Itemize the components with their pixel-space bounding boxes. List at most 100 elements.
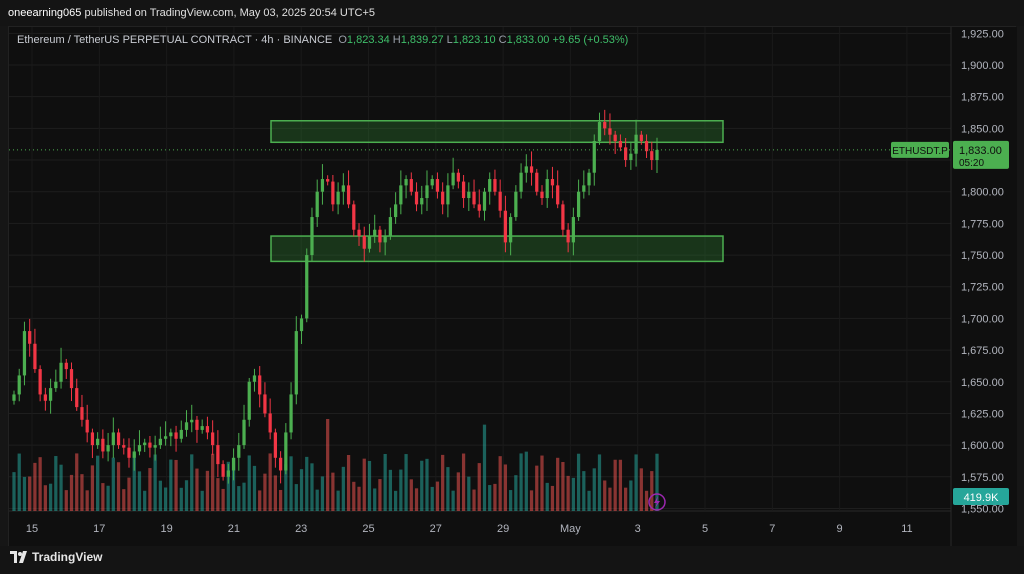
volume-bar xyxy=(393,490,398,511)
volume-bar xyxy=(467,476,471,511)
volume-bar xyxy=(289,456,293,511)
volume-bar xyxy=(315,489,319,511)
volume-bar xyxy=(59,464,63,511)
volume-bar xyxy=(64,490,68,511)
candle-body xyxy=(127,447,131,458)
publish-text: published on TradingView.com, May 03, 20… xyxy=(81,7,376,19)
tradingview-logo[interactable]: TradingView xyxy=(10,550,102,564)
candle-body xyxy=(388,217,393,237)
candle-body xyxy=(273,432,278,458)
x-tick-label: 29 xyxy=(497,523,509,535)
volume-bar xyxy=(540,455,544,511)
x-tick-label: 17 xyxy=(93,523,105,535)
volume-bar xyxy=(331,472,335,511)
candle-body xyxy=(310,217,314,256)
candle-body xyxy=(12,394,16,401)
candle-body xyxy=(205,426,210,433)
candle-body xyxy=(75,388,79,408)
volume-bar xyxy=(441,454,445,511)
x-tick-label: 15 xyxy=(26,523,38,535)
volume-bar xyxy=(226,461,230,511)
volume-bar xyxy=(38,457,42,511)
x-tick-label: 21 xyxy=(228,523,240,535)
candle-body xyxy=(545,179,549,199)
low-value: 1,823.10 xyxy=(452,34,496,46)
x-tick-label: 7 xyxy=(769,523,775,535)
publisher-username[interactable]: oneearning065 xyxy=(8,7,82,19)
candle-body xyxy=(556,185,560,205)
x-tick-label: 23 xyxy=(295,523,307,535)
candle-body xyxy=(393,204,398,218)
volume-bar xyxy=(278,489,283,511)
candle-body xyxy=(336,191,340,205)
lightning-icon[interactable] xyxy=(648,493,666,511)
candle-body xyxy=(451,172,455,186)
volume-bar xyxy=(211,453,215,511)
candle-body xyxy=(477,204,481,211)
volume-bar xyxy=(503,464,508,511)
high-value: 1,839.27 xyxy=(400,34,444,46)
candle-body xyxy=(80,407,84,420)
volume-bar xyxy=(116,462,121,511)
volume-bar xyxy=(498,456,502,511)
candle-body xyxy=(420,198,424,205)
volume-bar xyxy=(242,482,246,511)
volume-bar xyxy=(143,490,147,511)
candle-body xyxy=(624,147,628,161)
candle-body xyxy=(289,394,293,433)
candle-body xyxy=(634,134,638,154)
volume-bar xyxy=(127,477,131,511)
candle-body xyxy=(284,432,288,471)
volume-bar xyxy=(336,490,340,511)
candle-body xyxy=(644,141,649,152)
volume-bar xyxy=(231,457,236,511)
candle-body xyxy=(430,179,434,186)
candle-body xyxy=(472,191,476,205)
volume-bar xyxy=(519,453,523,511)
candle-body xyxy=(493,179,497,192)
y-tick-label: 1,650.00 xyxy=(961,377,1004,389)
tradingview-brand: TradingView xyxy=(32,550,103,564)
symbol-name[interactable]: Ethereum / TetherUS PERPETUAL CONTRACT ·… xyxy=(17,34,333,46)
volume-bar xyxy=(561,462,565,511)
volume-bar xyxy=(237,486,241,511)
volume-bar xyxy=(320,476,325,511)
candle-body xyxy=(143,442,147,446)
volume-bar xyxy=(263,473,267,511)
volume-bar xyxy=(451,490,455,511)
volume-bar xyxy=(529,490,534,511)
candle-body xyxy=(320,179,325,192)
volume-bar xyxy=(566,475,570,511)
candle-body xyxy=(331,181,335,205)
volume-bar xyxy=(535,465,539,511)
volume-bar xyxy=(425,458,429,511)
candle-body xyxy=(216,445,220,465)
candle-body xyxy=(587,172,591,186)
y-tick-label: 1,600.00 xyxy=(961,440,1004,452)
x-tick-label: 25 xyxy=(362,523,374,535)
volume-bar xyxy=(179,487,183,511)
volume-bar xyxy=(101,483,105,511)
volume-bar xyxy=(456,472,460,511)
volume-bar xyxy=(190,454,194,511)
candle-body xyxy=(629,153,633,161)
candle-body xyxy=(341,185,345,192)
candle-body xyxy=(597,122,602,142)
chart-panel[interactable]: 1,925.001,900.001,875.001,850.001,825.00… xyxy=(8,26,1017,547)
candle-body xyxy=(226,470,230,477)
volume-bar xyxy=(399,469,403,511)
volume-bar xyxy=(597,454,602,511)
candle-body xyxy=(592,141,596,173)
candle-body xyxy=(425,185,429,199)
volume-bar xyxy=(644,490,649,511)
candle-body xyxy=(258,375,262,395)
y-tick-label: 1,575.00 xyxy=(961,472,1004,484)
candle-body xyxy=(252,375,257,382)
candle-body xyxy=(305,255,309,319)
volume-bar xyxy=(33,462,37,511)
price-chart[interactable]: 1,925.001,900.001,875.001,850.001,825.00… xyxy=(9,27,1017,547)
candle-body xyxy=(618,141,623,148)
candle-body xyxy=(148,442,152,448)
candle-body xyxy=(498,191,502,211)
candle-body xyxy=(231,457,236,471)
